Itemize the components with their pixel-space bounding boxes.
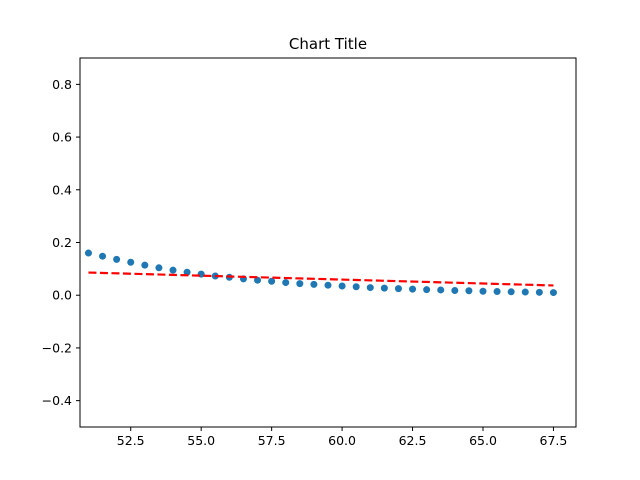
plot-area — [84, 249, 557, 297]
data-point — [352, 283, 360, 291]
data-point — [451, 286, 459, 294]
data-point — [409, 285, 417, 293]
data-point — [310, 280, 318, 288]
data-point — [183, 268, 191, 276]
x-tick-label: 52.5 — [117, 433, 145, 448]
data-point — [366, 284, 374, 292]
x-tick-label: 57.5 — [258, 433, 286, 448]
y-tick-label: 0.2 — [52, 235, 72, 250]
data-point — [99, 252, 107, 260]
data-point — [521, 288, 529, 296]
data-point — [254, 276, 262, 284]
y-tick-label: 0.8 — [52, 77, 72, 92]
y-axis: −0.4 −0.2 0.0 0.2 0.4 0.6 0.8 — [42, 77, 80, 408]
data-point — [113, 255, 121, 263]
data-point — [127, 258, 135, 266]
x-tick-label: 60.0 — [328, 433, 356, 448]
x-tick-label: 65.0 — [469, 433, 497, 448]
data-point — [423, 286, 431, 294]
y-tick-label: 0.6 — [52, 130, 72, 145]
data-point — [394, 285, 402, 293]
data-point — [141, 261, 149, 269]
data-point — [155, 264, 163, 272]
x-tick-label: 62.5 — [399, 433, 427, 448]
data-point — [493, 288, 501, 296]
data-point — [535, 288, 543, 296]
data-point — [507, 288, 515, 296]
data-point — [268, 277, 276, 285]
axes-frame — [79, 57, 577, 428]
y-tick-label: 0.0 — [52, 288, 72, 303]
chart-title: Chart Title — [289, 35, 367, 53]
data-point — [282, 279, 290, 287]
data-point — [84, 249, 92, 257]
y-tick-label: 0.4 — [52, 182, 72, 197]
data-point — [479, 287, 487, 295]
y-tick-label: −0.4 — [42, 393, 72, 408]
y-tick-label: −0.2 — [42, 340, 72, 355]
x-tick-label: 67.5 — [540, 433, 568, 448]
data-point — [169, 266, 177, 274]
data-point — [437, 286, 445, 294]
data-point — [465, 287, 473, 295]
data-point — [324, 281, 332, 289]
trend-line — [88, 271, 554, 287]
data-point — [549, 289, 557, 297]
data-point — [296, 280, 304, 288]
x-axis: 52.5 55.0 57.5 60.0 62.5 65.0 67.5 — [117, 427, 568, 448]
x-tick-label: 55.0 — [187, 433, 215, 448]
data-point — [380, 284, 388, 292]
data-point — [338, 282, 346, 290]
